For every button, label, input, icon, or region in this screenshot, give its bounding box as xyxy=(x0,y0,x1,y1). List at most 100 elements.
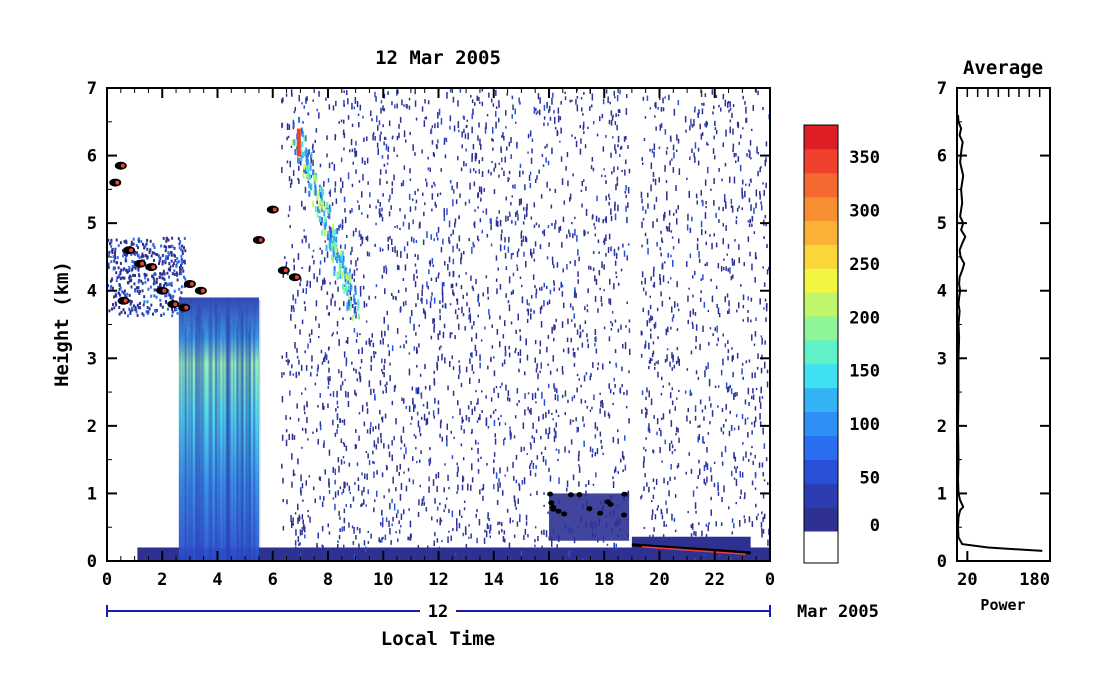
noise-cell xyxy=(526,354,529,361)
noise-cell xyxy=(484,529,486,533)
noise-cell xyxy=(471,337,473,342)
noise-cell xyxy=(502,132,504,138)
noise-cell xyxy=(761,354,763,360)
noise-cell xyxy=(498,117,500,123)
noise-cell xyxy=(730,198,733,205)
noise-cell xyxy=(670,420,673,427)
noise-cell xyxy=(353,527,355,534)
noise-cell xyxy=(448,220,451,228)
noise-cell xyxy=(414,89,416,95)
noise-cell xyxy=(603,264,605,270)
noise-cell xyxy=(334,432,337,437)
noise-cell xyxy=(733,454,735,458)
noise-cell xyxy=(743,497,746,500)
noise-cell xyxy=(486,463,488,466)
noise-cell xyxy=(495,106,498,109)
noise-cell xyxy=(704,230,707,234)
noise-cell xyxy=(741,191,743,199)
cloud-cell xyxy=(152,282,155,286)
noise-cell xyxy=(335,255,337,261)
noise-cell xyxy=(626,301,628,305)
noise-cell xyxy=(485,208,488,215)
noise-cell xyxy=(559,116,562,121)
noise-cell xyxy=(526,318,529,323)
noise-cell xyxy=(387,244,390,251)
noise-cell xyxy=(507,390,510,397)
noise-cell xyxy=(741,472,744,478)
noise-cell xyxy=(318,336,320,339)
noise-cell xyxy=(554,394,557,401)
streak-cell xyxy=(332,228,335,235)
noise-cell xyxy=(307,343,309,349)
noise-cell xyxy=(287,272,289,276)
streak-cell xyxy=(305,149,308,156)
noise-cell xyxy=(757,513,759,516)
noise-cell xyxy=(349,210,352,214)
noise-cell xyxy=(430,296,433,302)
cloud-cell xyxy=(153,288,156,292)
noise-cell xyxy=(627,202,629,208)
noise-cell xyxy=(626,389,628,396)
noise-cell xyxy=(334,187,336,193)
noise-cell xyxy=(414,263,417,267)
noise-cell xyxy=(599,392,601,395)
noise-cell xyxy=(531,435,533,439)
noise-cell xyxy=(529,182,532,189)
noise-cell xyxy=(498,174,500,178)
noise-cell xyxy=(653,415,655,419)
colorbar-swatch xyxy=(804,435,838,460)
cloud-cell xyxy=(170,283,173,287)
noise-cell xyxy=(411,310,413,317)
noise-cell xyxy=(767,558,769,561)
noise-cell xyxy=(601,113,604,119)
streak-cell xyxy=(339,272,342,279)
noise-cell xyxy=(489,535,491,538)
cloud-cell xyxy=(164,294,167,298)
noise-cell xyxy=(734,392,736,397)
noise-cell xyxy=(666,147,669,150)
noise-cell xyxy=(697,112,699,116)
noise-cell xyxy=(678,168,681,175)
noise-cell xyxy=(304,206,306,211)
column-streak xyxy=(199,309,202,561)
noise-cell xyxy=(736,352,739,359)
main-chart: 12 Mar 2005 0 2 4 6 8 10 12 14 16 18 20 22 001234567… xyxy=(51,47,879,650)
streak-cell xyxy=(336,257,339,264)
colorbar-tick-label: 100 xyxy=(849,415,880,435)
noise-cell xyxy=(307,112,310,115)
noise-cell xyxy=(711,410,714,417)
noise-cell xyxy=(397,89,399,95)
noise-cell xyxy=(419,459,421,463)
noise-cell xyxy=(659,247,662,251)
y-tick-label: 1 xyxy=(87,484,97,504)
noise-cell xyxy=(417,388,419,395)
noise-cell xyxy=(665,524,668,527)
streak-cell xyxy=(320,194,323,201)
cloud-cell xyxy=(159,303,162,307)
noise-cell xyxy=(715,212,717,218)
noise-cell xyxy=(455,553,457,556)
noise-cell xyxy=(739,520,741,527)
noise-cell xyxy=(471,99,474,104)
noise-cell xyxy=(604,175,606,178)
noise-cell xyxy=(646,408,648,415)
noise-cell xyxy=(508,141,511,147)
noise-cell xyxy=(446,435,448,441)
noise-cell xyxy=(471,428,473,434)
noise-cell xyxy=(558,477,560,484)
cloud-cell xyxy=(179,268,182,272)
noise-cell xyxy=(410,422,412,425)
cloud-cell xyxy=(134,250,137,254)
noise-cell xyxy=(423,413,426,421)
noise-cell xyxy=(334,468,336,476)
noise-cell xyxy=(475,278,477,285)
noise-cell xyxy=(647,247,649,255)
noise-cell xyxy=(595,215,598,222)
column-streak xyxy=(242,310,245,561)
noise-cell xyxy=(548,467,550,472)
noise-cell xyxy=(516,251,519,258)
noise-cell xyxy=(587,126,589,130)
noise-cell xyxy=(351,123,354,127)
noise-cell xyxy=(425,418,428,426)
